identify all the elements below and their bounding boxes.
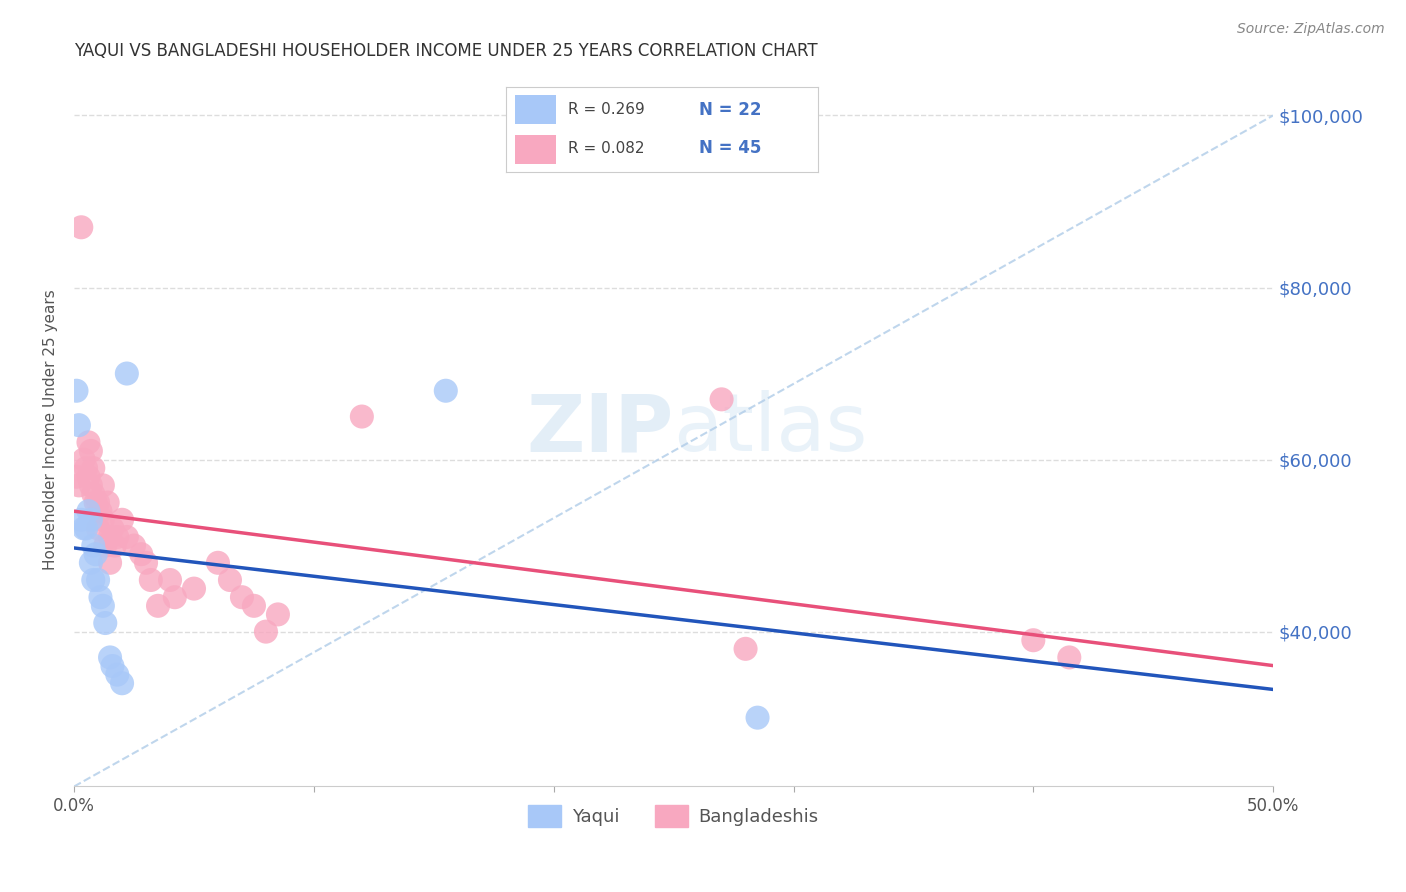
Point — [434, 384, 457, 398]
Point — [82, 487, 104, 501]
Point — [65, 469, 87, 483]
Point — [115, 367, 138, 381]
Point — [219, 573, 242, 587]
Point — [231, 591, 253, 605]
Point — [101, 521, 124, 535]
Point — [77, 435, 100, 450]
Point — [75, 521, 97, 535]
Point — [91, 478, 114, 492]
Point — [243, 599, 266, 613]
Point — [111, 676, 134, 690]
Point — [254, 624, 277, 639]
Point — [98, 530, 121, 544]
Point — [111, 513, 134, 527]
Point — [87, 573, 110, 587]
Point — [87, 495, 110, 509]
Text: atlas: atlas — [673, 391, 868, 468]
Point — [89, 504, 111, 518]
Point — [747, 711, 769, 725]
Point — [67, 418, 90, 433]
Point — [67, 478, 90, 492]
Point — [84, 495, 107, 509]
Point — [1022, 633, 1045, 648]
Point — [91, 513, 114, 527]
Point — [82, 461, 104, 475]
Point — [350, 409, 373, 424]
Text: Source: ZipAtlas.com: Source: ZipAtlas.com — [1237, 22, 1385, 37]
Point — [734, 641, 756, 656]
Legend: Yaqui, Bangladeshis: Yaqui, Bangladeshis — [522, 798, 827, 835]
Point — [65, 384, 87, 398]
Text: YAQUI VS BANGLADESHI HOUSEHOLDER INCOME UNDER 25 YEARS CORRELATION CHART: YAQUI VS BANGLADESHI HOUSEHOLDER INCOME … — [75, 42, 818, 60]
Point — [163, 591, 186, 605]
Point — [115, 530, 138, 544]
Point — [87, 521, 110, 535]
Point — [183, 582, 205, 596]
Point — [101, 659, 124, 673]
Point — [94, 539, 117, 553]
Point — [159, 573, 181, 587]
Point — [70, 220, 93, 235]
Point — [73, 452, 96, 467]
Point — [105, 667, 128, 681]
Point — [710, 392, 733, 407]
Point — [75, 461, 97, 475]
Point — [267, 607, 290, 622]
Point — [89, 591, 111, 605]
Point — [135, 556, 157, 570]
Point — [98, 556, 121, 570]
Point — [80, 444, 103, 458]
Point — [97, 495, 120, 509]
Y-axis label: Householder Income Under 25 years: Householder Income Under 25 years — [44, 289, 58, 570]
Point — [80, 478, 103, 492]
Point — [104, 539, 127, 553]
Point — [207, 556, 229, 570]
Text: ZIP: ZIP — [526, 391, 673, 468]
Point — [98, 650, 121, 665]
Point — [122, 539, 145, 553]
Point — [82, 573, 104, 587]
Point — [94, 615, 117, 630]
Point — [146, 599, 169, 613]
Point — [77, 469, 100, 483]
Point — [139, 573, 162, 587]
Point — [77, 504, 100, 518]
Point — [91, 599, 114, 613]
Point — [84, 547, 107, 561]
Point — [70, 513, 93, 527]
Point — [82, 539, 104, 553]
Point — [1059, 650, 1081, 665]
Point — [73, 521, 96, 535]
Point — [80, 513, 103, 527]
Point — [105, 530, 128, 544]
Point — [129, 547, 152, 561]
Point — [80, 556, 103, 570]
